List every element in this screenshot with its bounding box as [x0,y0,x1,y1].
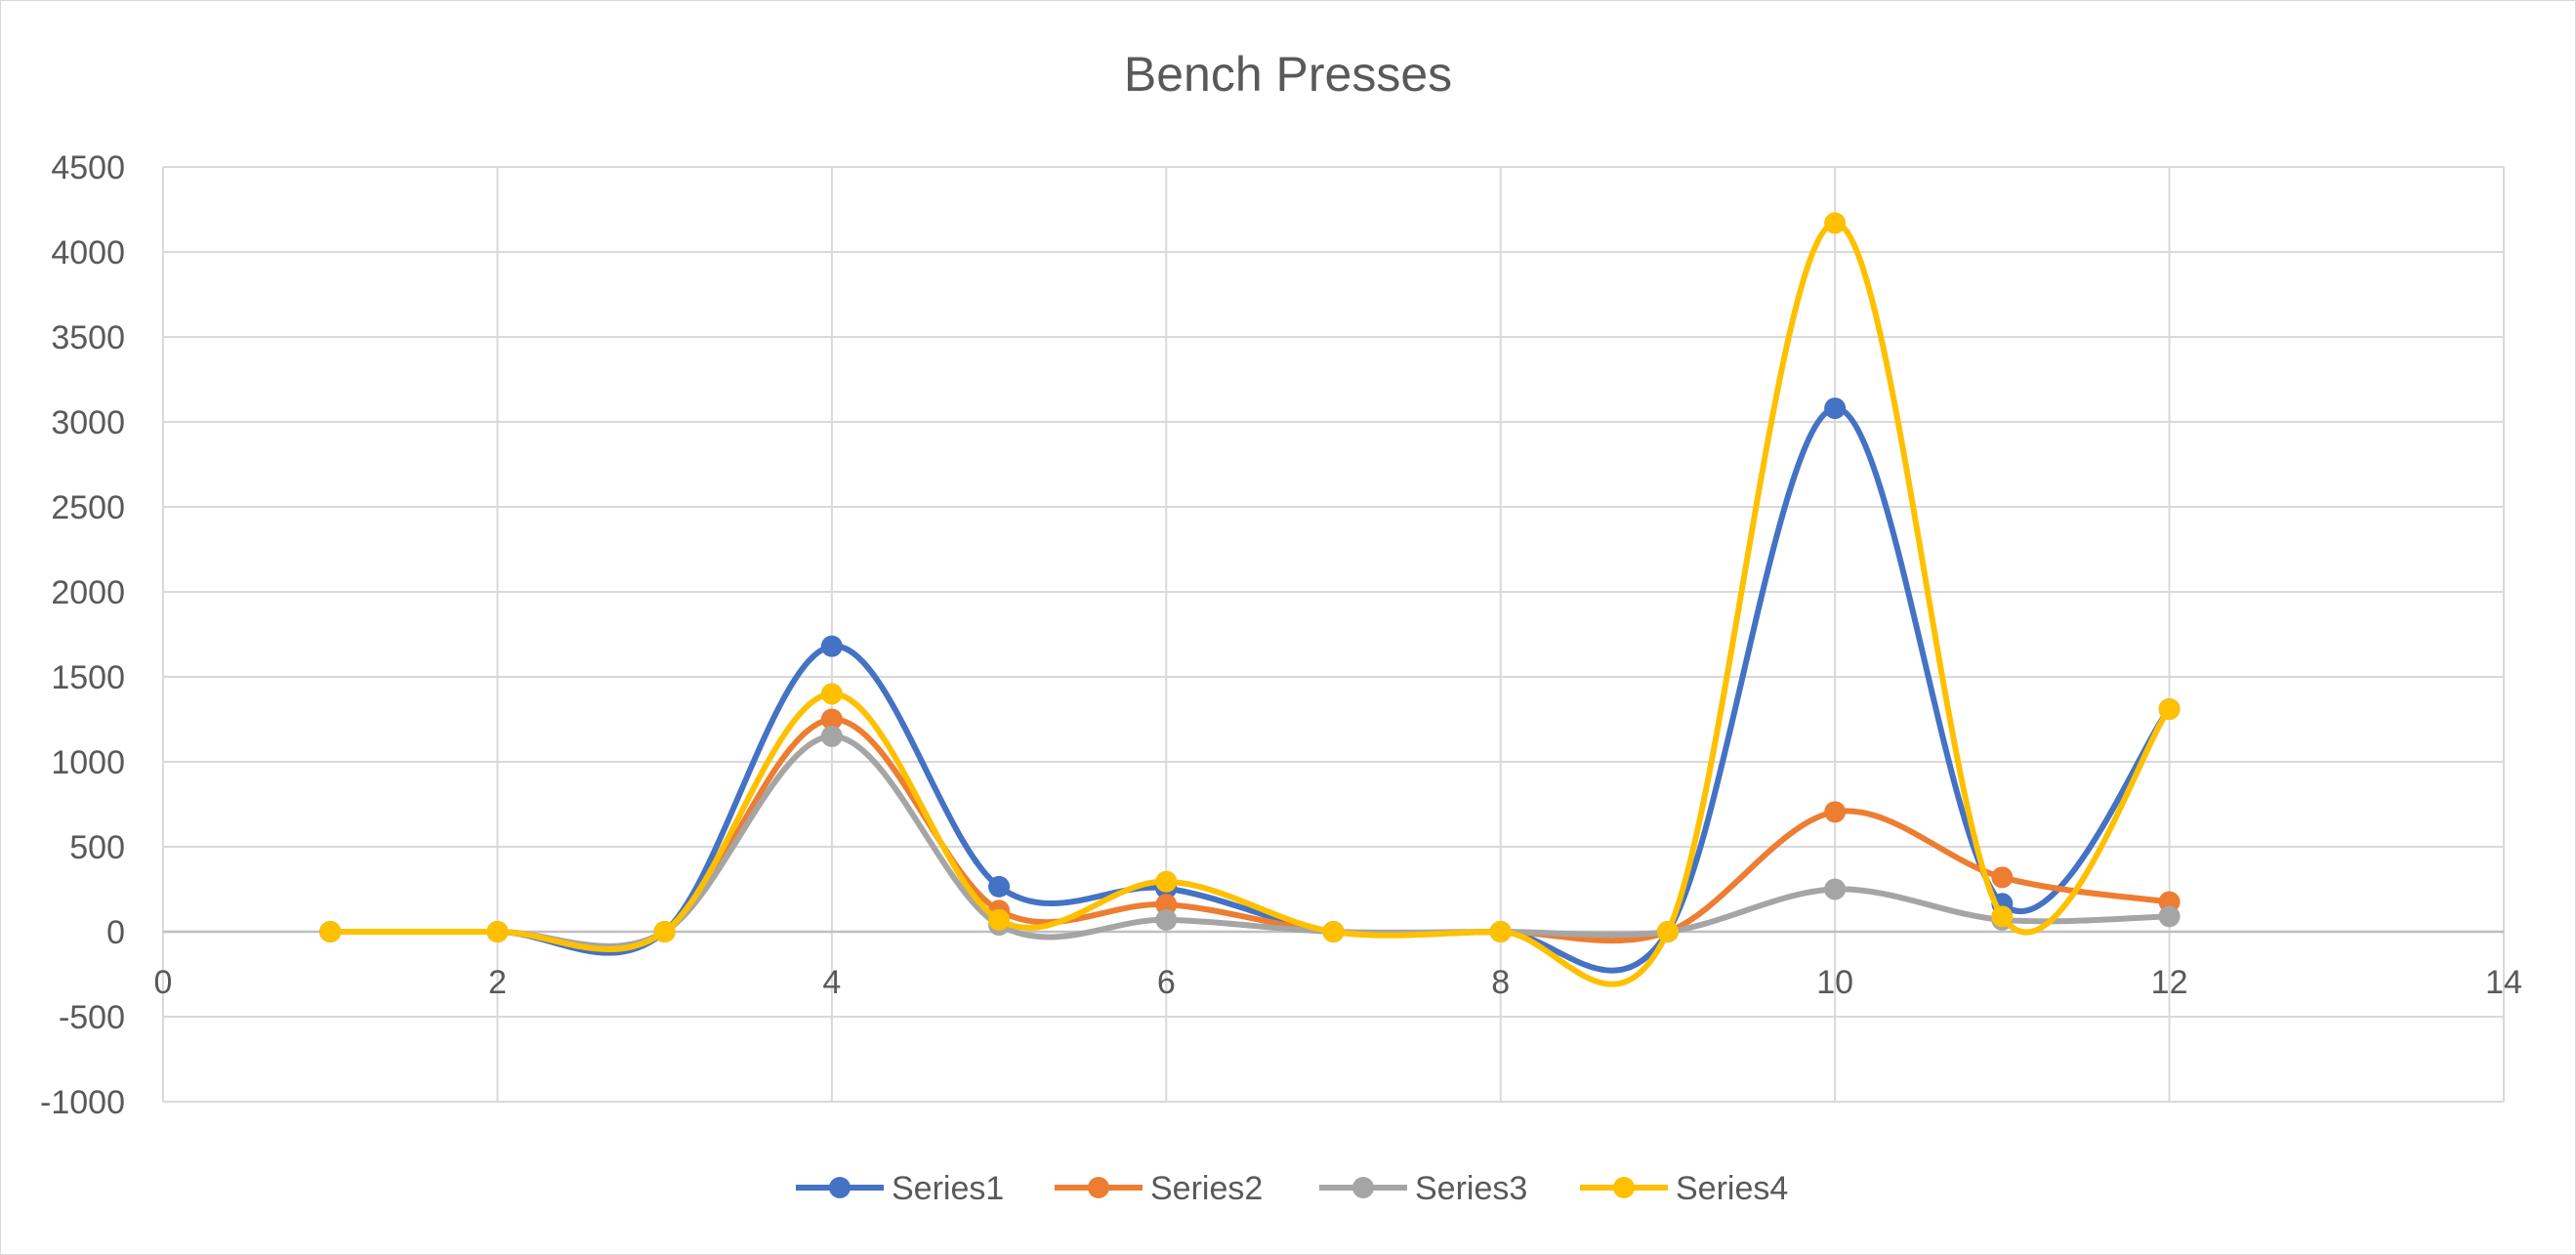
y-tick-label: 0 [106,914,125,951]
axes: -1000 -500 0 500 1000 1500 2000 2500 3000 3500 400… [40,149,2522,1121]
legend-label: Series2 [1150,1170,1263,1207]
legend: Series1 Series2 Series3 Series4 [796,1170,1788,1207]
data-point [1991,905,2014,928]
data-point [486,921,509,942]
data-point [820,635,843,657]
data-point [1824,397,1847,420]
legend-label: Series4 [1676,1170,1788,1207]
y-tick-label: 3500 [51,319,125,356]
x-tick-label: 8 [1491,964,1510,1001]
y-tick-label: 4000 [51,234,125,272]
gridlines [162,166,2505,1103]
y-tick-label: -500 [59,999,125,1036]
y-tick-label: 1000 [51,744,125,781]
x-tick-label: 6 [1157,964,1176,1001]
legend-item: Series3 [1319,1170,1527,1207]
legend-item: Series4 [1580,1170,1788,1207]
series-line [327,405,2173,974]
data-point [1322,921,1345,942]
data-point [1489,921,1512,942]
legend-swatch-marker [1352,1177,1374,1198]
y-tick-label: 500 [69,829,125,866]
data-point [820,683,843,705]
data-point [2158,905,2181,928]
data-point [820,725,843,747]
x-tick-label: 10 [1816,964,1853,1001]
data-point [988,875,1011,898]
x-tick-label: 14 [2485,964,2522,1001]
y-tick-label: 4500 [51,149,125,187]
y-tick-label: 3000 [51,404,125,441]
x-tick-label: 4 [822,964,841,1001]
data-point [988,908,1011,931]
series-line [327,220,2173,987]
data-point [1824,878,1847,900]
y-tick-label: 2000 [51,574,125,611]
legend-label: Series3 [1415,1170,1527,1207]
legend-item: Series1 [796,1170,1004,1207]
series-lines [319,212,2181,987]
data-point [1155,870,1178,893]
data-point [1991,866,2014,889]
legend-swatch-marker [1613,1177,1635,1198]
series-1 [319,397,2181,974]
series-line [327,732,2173,949]
y-tick-label: 1500 [51,659,125,696]
legend-item: Series2 [1055,1170,1263,1207]
series-4 [319,212,2181,987]
legend-swatch-marker [829,1177,851,1198]
data-point [1656,921,1679,942]
x-tick-label: 12 [2151,964,2188,1001]
x-tick-label: 2 [488,964,507,1001]
y-tick-label: 2500 [51,489,125,526]
data-point [1155,894,1178,916]
legend-swatch-marker [1088,1177,1109,1198]
legend-label: Series1 [892,1170,1004,1207]
data-point [1155,908,1178,931]
data-point [1824,801,1847,823]
data-point [319,921,342,942]
data-point [2158,698,2181,721]
data-point [1824,212,1847,234]
y-tick-label: -1000 [40,1084,125,1121]
chart-title: Bench Presses [1124,47,1452,102]
x-tick-label: 0 [154,964,173,1001]
data-point [653,921,676,942]
data-point [820,708,843,731]
